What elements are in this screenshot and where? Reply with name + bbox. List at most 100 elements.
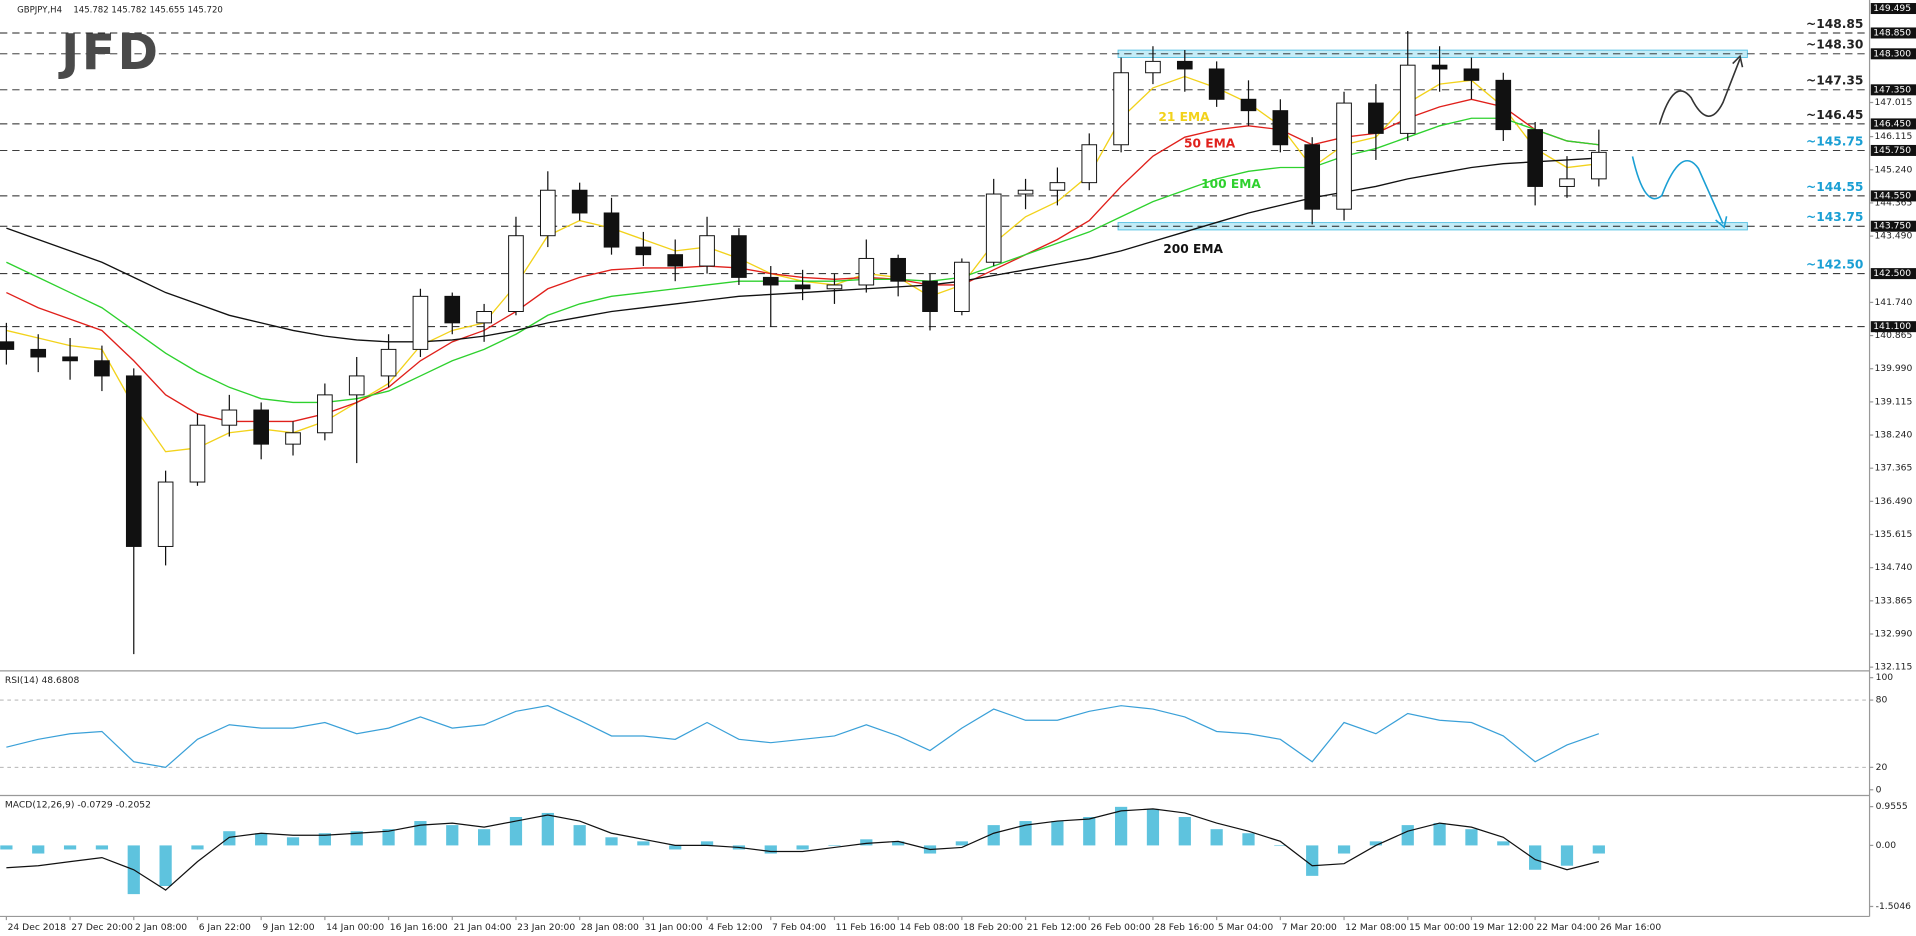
candle-body	[985, 193, 1002, 263]
x-tick-label: 14 Feb 08:00	[899, 922, 959, 933]
rsi-line	[6, 705, 1600, 769]
macd-bar	[223, 831, 236, 846]
macd-bar	[860, 839, 873, 846]
x-tick-label: 19 Mar 12:00	[1473, 922, 1534, 933]
x-tick-label: 24 Dec 2018	[8, 922, 67, 933]
y-tick-label: 139.990	[1874, 363, 1912, 374]
y-tick-label: 144.365	[1874, 197, 1912, 208]
macd-bar	[318, 833, 331, 846]
y-tick-label: 137.365	[1874, 463, 1912, 474]
x-tick-label: 21 Feb 12:00	[1027, 922, 1087, 933]
level-annotation: ~148.85	[1806, 17, 1863, 31]
quote: 145.782 145.782 145.655 145.720	[73, 5, 223, 15]
candle-body	[62, 356, 78, 362]
level-label: 141.100	[1873, 321, 1911, 332]
rsi-title: RSI(14) 48.6808	[5, 675, 80, 686]
x-tick-label: 2 Jan 08:00	[135, 922, 187, 933]
front-layer: 24 Dec 2018 27 Dec 20:00 2 Jan 08:00 6 Jan …	[5, 3, 1916, 933]
y-tick-label: 100	[1876, 672, 1894, 683]
candle-body	[1272, 110, 1289, 146]
y-tick-label: 136.490	[1874, 496, 1912, 507]
x-tick-label: 11 Feb 16:00	[836, 922, 896, 933]
x-tick-label: 18 Feb 20:00	[963, 922, 1023, 933]
macd-bar	[700, 841, 714, 846]
arrow-head	[1732, 54, 1744, 68]
y-tick-label: -1.5046	[1876, 901, 1912, 912]
macd-bar	[1560, 845, 1574, 866]
macd-bar	[1210, 829, 1223, 846]
macd-bar	[955, 841, 968, 846]
level-label: 142.500	[1873, 268, 1911, 279]
candle-body	[762, 276, 779, 286]
candle-body	[1240, 98, 1257, 112]
candle-body	[1336, 102, 1352, 210]
level-box	[1870, 321, 1916, 333]
candle-body	[1368, 102, 1384, 134]
level-annotation: ~146.45	[1806, 108, 1863, 122]
macd-bar	[637, 841, 650, 846]
macd-bar	[1178, 816, 1191, 846]
candle-body	[1304, 144, 1321, 210]
y-tick-label: 132.990	[1874, 628, 1912, 639]
candle-body	[1559, 178, 1575, 187]
level-label: 143.750	[1873, 221, 1911, 232]
level-box	[1870, 118, 1916, 130]
macd-bar	[892, 841, 905, 846]
y-tick-label: 132.115	[1874, 662, 1912, 673]
candle-body	[1081, 144, 1098, 184]
macd-bar	[573, 825, 586, 846]
candle-body	[922, 280, 938, 312]
x-tick-label: 28 Feb 16:00	[1154, 922, 1214, 933]
x-tick-label: 15 Mar 00:00	[1409, 922, 1470, 933]
x-tick-label: 16 Jan 16:00	[390, 922, 448, 933]
candle-body	[1399, 64, 1416, 134]
level-box	[1870, 84, 1916, 96]
x-tick-label: 26 Feb 00:00	[1090, 922, 1150, 933]
macd-bar	[828, 845, 841, 847]
candle-body	[1463, 68, 1480, 81]
level-label: 149.495	[1873, 3, 1911, 14]
level-box	[1870, 144, 1916, 156]
macd-bar	[255, 833, 268, 846]
scenario-arrow-up	[1658, 58, 1741, 125]
y-tick-label: 134.740	[1874, 562, 1912, 573]
level-label: 147.350	[1873, 84, 1911, 95]
level-annotation: ~147.35	[1806, 74, 1863, 88]
candle-body	[508, 235, 524, 312]
candle-body	[189, 424, 206, 483]
x-tick-label: 9 Jan 12:00	[262, 922, 314, 933]
level-label: 144.550	[1873, 190, 1911, 201]
candle-body	[1527, 129, 1543, 187]
candle-body	[317, 394, 333, 434]
macd-bar	[1401, 825, 1414, 846]
level-box	[1870, 190, 1916, 202]
level-box	[1870, 268, 1916, 280]
symbol: GBPJPY,H4	[17, 5, 62, 15]
macd-bar	[1497, 841, 1510, 846]
logo: JFD	[58, 24, 160, 81]
x-tick-label: 6 Jan 22:00	[199, 922, 251, 933]
candle-body	[348, 375, 365, 396]
x-tick-label: 4 Feb 12:00	[708, 922, 762, 933]
y-tick-label: 138.240	[1874, 430, 1912, 441]
macd-bar	[605, 837, 618, 846]
y-tick-label: 143.490	[1874, 231, 1912, 242]
candle-body	[571, 189, 588, 214]
macd-title: MACD(12,26,9) -0.0729 -0.2052	[5, 800, 151, 811]
x-tick-label: 5 Mar 04:00	[1218, 922, 1273, 933]
candle-body	[858, 257, 875, 286]
y-tick-label: 140.865	[1874, 330, 1912, 341]
x-tick-label: 12 Mar 08:00	[1345, 922, 1406, 933]
candle-body	[1176, 60, 1193, 70]
y-tick-label: 146.115	[1874, 131, 1912, 142]
candle-body	[30, 348, 47, 358]
y-tick-label: 139.115	[1874, 396, 1912, 407]
level-annotation: ~145.75	[1806, 134, 1863, 148]
candle-body	[699, 235, 715, 267]
macd-bar	[63, 845, 77, 850]
macd-bar	[0, 845, 13, 850]
macd-bar	[1146, 808, 1160, 846]
y-tick-label: 135.615	[1874, 529, 1912, 540]
x-tick-label: 7 Feb 04:00	[772, 922, 826, 933]
